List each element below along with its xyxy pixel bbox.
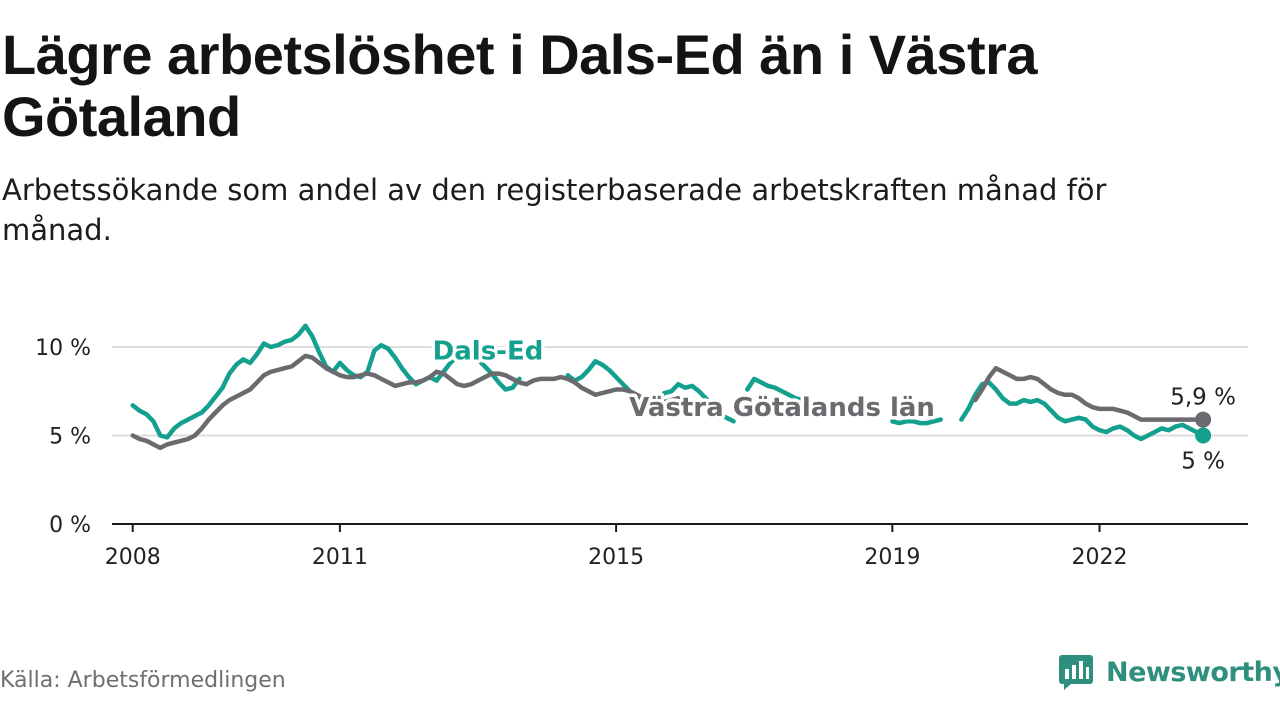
endpoint-dot-dals-ed — [1195, 427, 1212, 444]
brand[interactable]: Newsworthy — [1058, 652, 1280, 692]
chart-title: Lägre arbetslöshet i Dals-Ed än i Västra… — [2, 23, 1038, 148]
series-line-dals-ed-4 — [959, 380, 1206, 442]
series-labels: Dals-Ed Västra Götalands län 5,9 % 5 % — [429, 333, 1239, 478]
series-line-dals-ed-2 — [745, 376, 812, 405]
brand-name: Newsworthy — [1106, 656, 1280, 688]
x-tick-label: 2022 — [1072, 545, 1128, 570]
series-line-vastra-gotaland-0 — [130, 353, 681, 451]
gridlines — [112, 346, 1248, 437]
x-tick-label: 2011 — [312, 545, 368, 570]
source-note: Källa: Arbetsförmedlingen — [0, 668, 286, 693]
y-axis-labels: 0 % 5 % 10 % — [35, 336, 91, 538]
endpoint-dot-vastra-gotaland — [1195, 411, 1212, 428]
end-value-label-vastra-gotaland: 5,9 % — [1170, 385, 1236, 411]
y-tick-label: 5 % — [49, 425, 91, 450]
line-chart: 0 % 5 % 10 % 2008 2011 2015 2019 2022 Dals-Ed V… — [35, 323, 1248, 570]
chart-subtitle: Arbetssökande som andel av den registerb… — [2, 173, 1107, 247]
series-line-dals-ed-3 — [890, 417, 943, 426]
x-axis: 2008 2011 2015 2019 2022 — [105, 523, 1248, 570]
series-label-dals-ed: Dals-Ed — [433, 337, 544, 367]
series-lines — [130, 323, 1212, 451]
series-line-vastra-gotaland-1 — [972, 365, 1206, 422]
y-tick-label: 10 % — [35, 336, 91, 361]
series-label-vastra-gotaland: Västra Götalands län — [629, 393, 935, 423]
end-value-label-dals-ed: 5 % — [1181, 449, 1225, 475]
x-tick-label: 2015 — [588, 545, 644, 570]
x-tick-label: 2008 — [105, 545, 161, 570]
x-tick-label: 2019 — [864, 545, 920, 570]
y-tick-label: 0 % — [49, 513, 91, 538]
newsworthy-logo-icon — [1059, 655, 1093, 690]
